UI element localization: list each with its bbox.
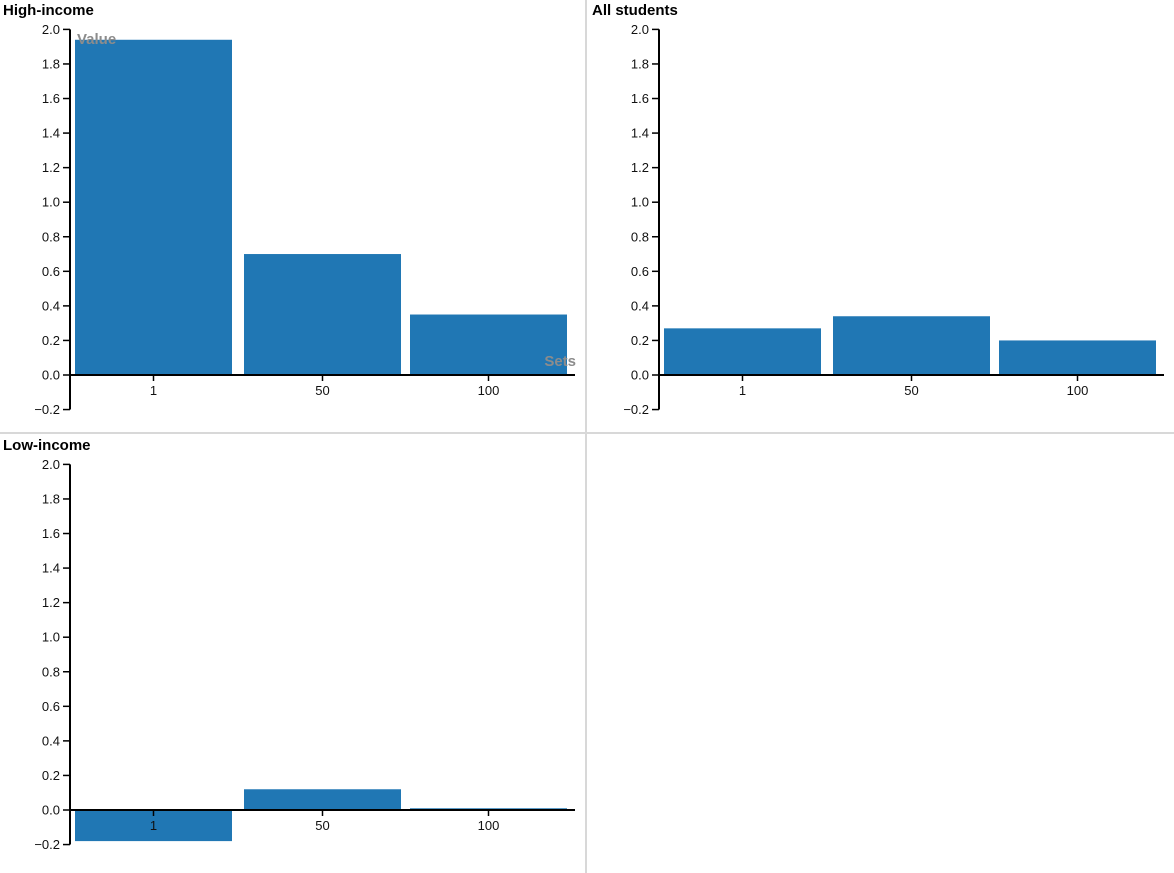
panel-high-income: −0.2 0.0 0.2 0.4 0.6 0.8 1.0 1.2 1.4 1.6 1.8 2.0 1 50… xyxy=(0,0,585,430)
bar xyxy=(75,39,232,375)
high-income-bar-chart: −0.2 0.0 0.2 0.4 0.6 0.8 1.0 1.2 1.4 1.6 1.8 2.0 1 50… xyxy=(34,22,576,417)
y-tick-label: 0.6 xyxy=(631,264,649,279)
y-tick-label: 0.2 xyxy=(42,333,60,348)
y-tick-label: 1.4 xyxy=(42,561,60,576)
y-tick-label: −0.2 xyxy=(34,402,60,417)
y-tick-label: 0.2 xyxy=(631,333,649,348)
panel-empty xyxy=(589,435,1174,873)
x-axis-title: Sets xyxy=(544,353,576,370)
y-tick-label: 0.6 xyxy=(42,699,60,714)
y-tick-label: 0.6 xyxy=(42,264,60,279)
horizontal-divider xyxy=(0,432,1174,434)
x-tick-label: 50 xyxy=(904,383,918,398)
chart-title-low-income: Low-income xyxy=(3,437,91,454)
y-tick-label: 1.0 xyxy=(42,630,60,645)
chart-title-high-income: High-income xyxy=(3,2,94,19)
bar xyxy=(244,254,401,375)
x-tick-label: 1 xyxy=(150,383,157,398)
y-tick-label: 0.8 xyxy=(631,229,649,244)
y-tick-label: 0.4 xyxy=(631,298,649,313)
y-tick-label: 1.8 xyxy=(42,491,60,506)
all-students-bar-chart: −0.2 0.0 0.2 0.4 0.6 0.8 1.0 1.2 1.4 1.6 1.8 2.0 1 50… xyxy=(623,22,1164,417)
y-tick-label: 0.8 xyxy=(42,664,60,679)
x-tick-label: 1 xyxy=(739,383,746,398)
y-tick-label: 0.2 xyxy=(42,768,60,783)
x-tick-label: 100 xyxy=(478,818,500,833)
vertical-divider xyxy=(585,0,587,873)
y-tick-label: 1.6 xyxy=(42,91,60,106)
y-tick-label: 1.2 xyxy=(42,160,60,175)
y-tick-label: 1.2 xyxy=(42,595,60,610)
chart-title-all-students: All students xyxy=(592,2,678,19)
y-tick-label: −0.2 xyxy=(34,837,60,852)
panel-low-income: −0.2 0.0 0.2 0.4 0.6 0.8 1.0 1.2 1.4 1.6 1.8 2.0 1 50… xyxy=(0,435,585,873)
bar xyxy=(244,789,401,810)
y-tick-label: 1.4 xyxy=(42,126,60,141)
y-tick-label: 0.4 xyxy=(42,733,60,748)
bar xyxy=(410,314,567,375)
y-tick-label: 0.4 xyxy=(42,298,60,313)
y-tick-label: 2.0 xyxy=(42,457,60,472)
x-tick-label: 50 xyxy=(315,818,329,833)
y-tick-label: 1.4 xyxy=(631,126,649,141)
x-tick-label: 100 xyxy=(1067,383,1089,398)
y-tick-label: −0.2 xyxy=(623,402,649,417)
y-tick-label: 1.6 xyxy=(631,91,649,106)
y-tick-label: 1.2 xyxy=(631,160,649,175)
y-tick-label: 0.0 xyxy=(42,803,60,818)
low-income-bar-chart: −0.2 0.0 0.2 0.4 0.6 0.8 1.0 1.2 1.4 1.6 1.8 2.0 1 50… xyxy=(34,457,575,852)
y-tick-label: 2.0 xyxy=(42,22,60,37)
x-tick-label: 100 xyxy=(478,383,500,398)
y-tick-label: 1.8 xyxy=(631,56,649,71)
x-tick-label: 50 xyxy=(315,383,329,398)
bar xyxy=(999,340,1156,375)
y-tick-label: 0.0 xyxy=(42,368,60,383)
bar xyxy=(833,316,990,375)
y-tick-label: 0.0 xyxy=(631,368,649,383)
y-tick-label: 1.0 xyxy=(42,195,60,210)
panel-all-students: −0.2 0.0 0.2 0.4 0.6 0.8 1.0 1.2 1.4 1.6 1.8 2.0 1 50… xyxy=(589,0,1174,430)
bar xyxy=(664,328,821,375)
y-tick-label: 1.6 xyxy=(42,526,60,541)
y-tick-label: 1.0 xyxy=(631,195,649,210)
y-axis-title: Value xyxy=(77,31,116,48)
y-tick-label: 0.8 xyxy=(42,229,60,244)
y-tick-label: 2.0 xyxy=(631,22,649,37)
x-tick-label: 1 xyxy=(150,818,157,833)
y-tick-label: 1.8 xyxy=(42,56,60,71)
